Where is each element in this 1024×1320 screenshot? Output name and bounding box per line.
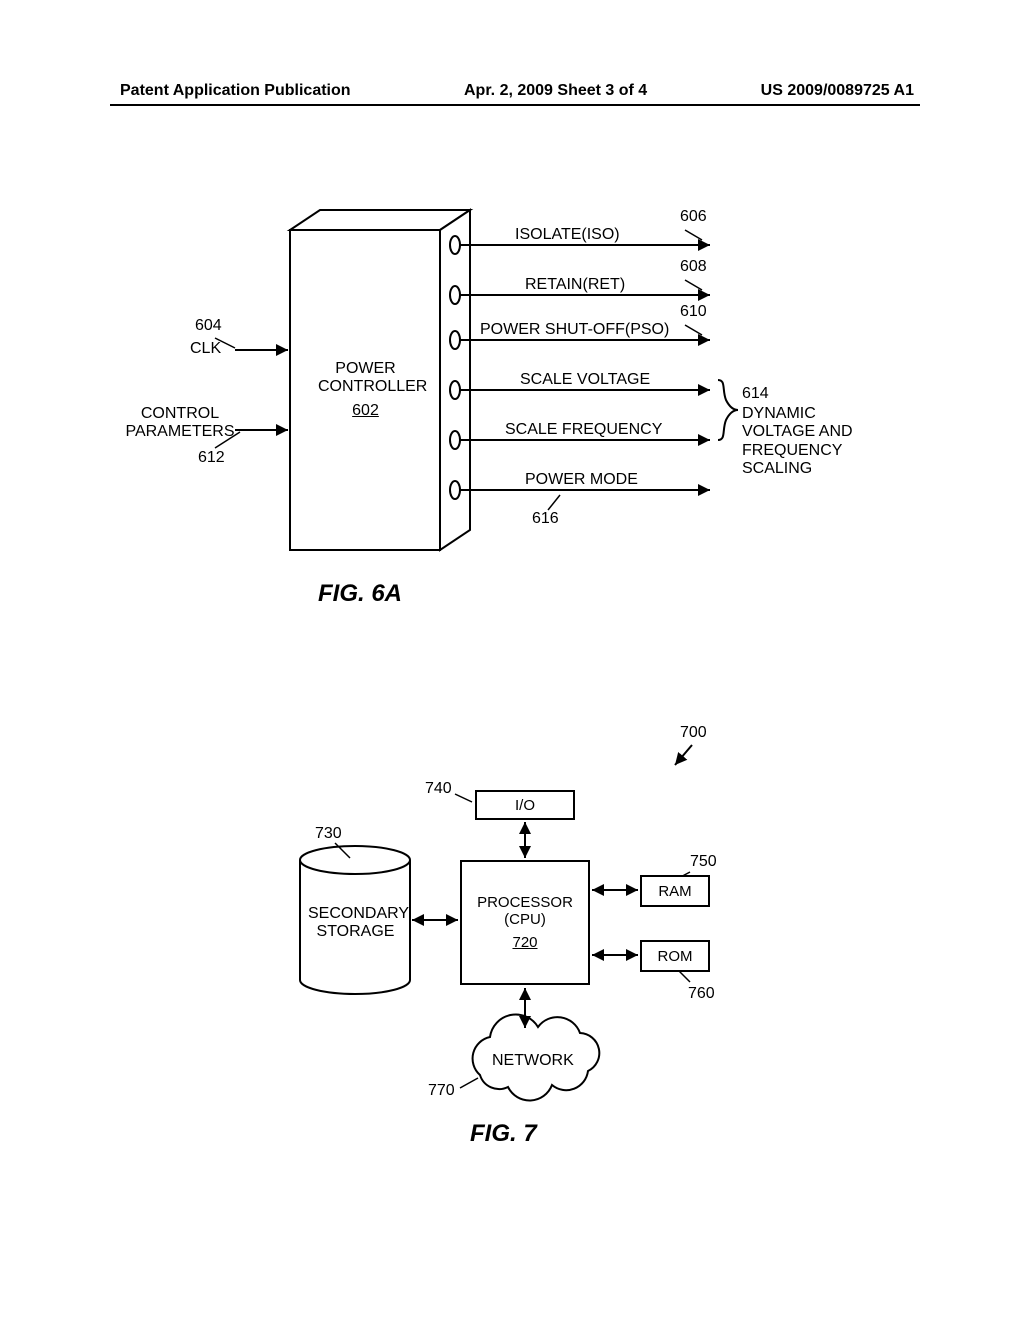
cpu-l1: PROCESSOR (477, 894, 573, 911)
sec-l2: STORAGE (308, 923, 403, 941)
header-left: Patent Application Publication (120, 82, 351, 100)
fig6a-svg (120, 190, 900, 590)
out-pso-ref: 610 (680, 303, 707, 321)
out-iso-ref: 606 (680, 208, 707, 226)
io-label: I/O (515, 797, 535, 814)
sec-ref: 730 (315, 825, 342, 843)
out-pso: POWER SHUT-OFF(PSO) (480, 321, 669, 339)
bl4: SCALING (742, 460, 853, 478)
pc-ref: 602 (318, 402, 413, 420)
ctrl-line1: CONTROL (120, 405, 240, 423)
ram-block: RAM (640, 875, 710, 907)
sec-l1: SECONDARY (308, 905, 403, 923)
bl1: DYNAMIC (742, 405, 853, 423)
figure-6a: POWER CONTROLLER 602 CLK 604 CONTROL PAR… (120, 190, 900, 590)
rom-block: ROM (640, 940, 710, 972)
rom-ref: 760 (688, 985, 715, 1003)
clk-ref: 604 (195, 317, 222, 335)
header-right: US 2009/0089725 A1 (761, 82, 914, 100)
header-rule (110, 104, 920, 106)
ctrl-params-label: CONTROL PARAMETERS (120, 405, 240, 441)
ctrl-line2: PARAMETERS (120, 423, 240, 441)
out-iso: ISOLATE(ISO) (515, 226, 620, 244)
sys-ref: 700 (680, 724, 707, 742)
figure-7: I/O PROCESSOR (CPU) 720 RAM ROM SECONDAR… (260, 730, 820, 1150)
cpu-ref: 720 (512, 934, 537, 951)
io-block: I/O (475, 790, 575, 820)
io-ref: 740 (425, 780, 452, 798)
header-middle: Apr. 2, 2009 Sheet 3 of 4 (464, 82, 647, 100)
out-sv: SCALE VOLTAGE (520, 371, 650, 389)
pc-line2: CONTROLLER (318, 378, 413, 396)
out-pm: POWER MODE (525, 471, 638, 489)
out-sf: SCALE FREQUENCY (505, 421, 662, 439)
out-614-ref: 614 (742, 385, 769, 403)
fig7-caption: FIG. 7 (470, 1120, 537, 1148)
net-ref: 770 (428, 1082, 455, 1100)
out-ret: RETAIN(RET) (525, 276, 625, 294)
out-pm-ref: 616 (532, 510, 559, 528)
page-header: Patent Application Publication Apr. 2, 2… (0, 82, 1024, 100)
bl2: VOLTAGE AND (742, 423, 853, 441)
out-ret-ref: 608 (680, 258, 707, 276)
cpu-block: PROCESSOR (CPU) 720 (460, 860, 590, 985)
ctrl-ref: 612 (198, 449, 225, 467)
rom-label: ROM (658, 948, 693, 965)
bl3: FREQUENCY (742, 442, 853, 460)
fig6a-caption: FIG. 6A (318, 580, 402, 608)
ram-label: RAM (658, 883, 691, 900)
sec-storage-label: SECONDARY STORAGE (308, 905, 403, 942)
power-controller-label: POWER CONTROLLER 602 (318, 360, 413, 420)
pc-line1: POWER (318, 360, 413, 378)
brace-label: DYNAMIC VOLTAGE AND FREQUENCY SCALING (742, 405, 853, 479)
network-label: NETWORK (492, 1052, 574, 1070)
clk-label: CLK (190, 340, 221, 358)
cpu-l2: (CPU) (504, 911, 546, 928)
ram-ref: 750 (690, 853, 717, 871)
